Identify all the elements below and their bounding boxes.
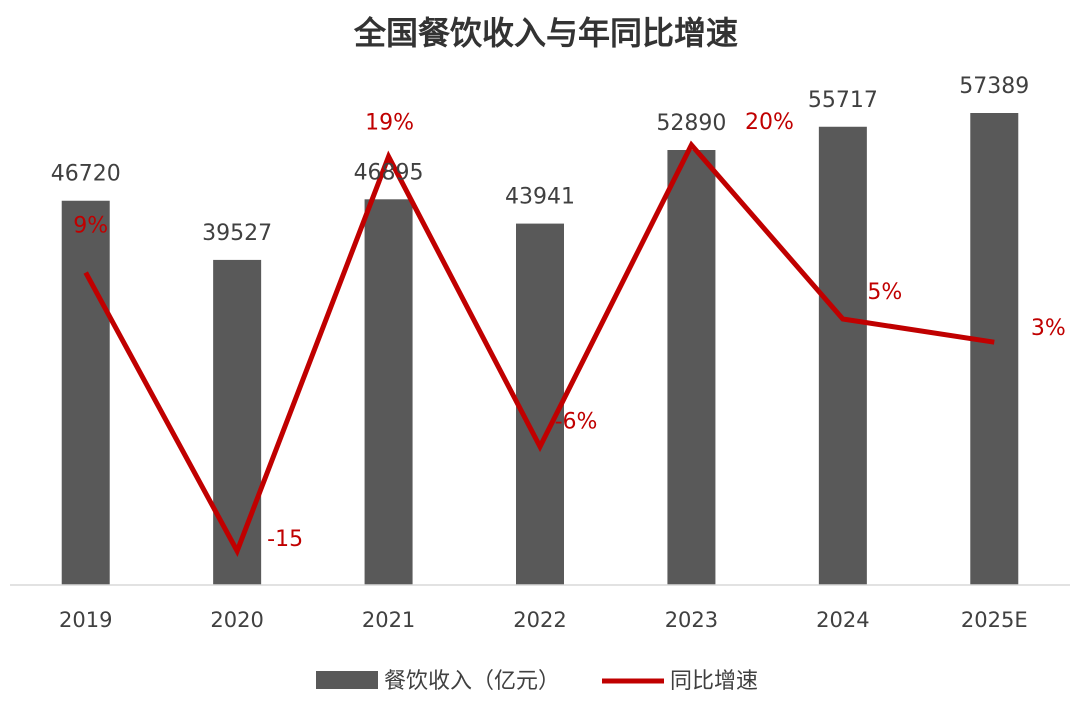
bar-2024 — [818, 126, 867, 585]
bar-value-label-2021: 46895 — [354, 160, 424, 185]
growth-value-label-2025E: 3% — [1031, 316, 1066, 341]
growth-value-label-2024: 5% — [867, 280, 902, 305]
bar-2022 — [516, 223, 564, 585]
growth-line — [83, 140, 995, 557]
x-tick-2024: 2024 — [816, 608, 869, 632]
bar-2021 — [364, 199, 413, 586]
growth-value-label-2020: -15 — [267, 527, 303, 552]
legend-line-label: 同比增速 — [670, 669, 758, 694]
growth-value-label-2023: 20% — [745, 110, 794, 135]
bar-value-label-2019: 46720 — [51, 162, 121, 187]
x-tick-2021: 2021 — [362, 608, 415, 632]
bar-2023 — [667, 150, 716, 585]
x-tick-2025E: 2025E — [961, 608, 1028, 632]
bar-value-label-2022: 43941 — [505, 185, 575, 210]
growth-value-label-2019: 9% — [73, 214, 108, 239]
labels-layer: 46720 39527 46895 43941 52890 55717 57389 9% -15… — [51, 74, 1066, 552]
legend-bar-swatch — [316, 671, 378, 689]
x-tick-2020: 2020 — [210, 608, 263, 632]
growth-value-label-2022: -6% — [555, 410, 598, 435]
bar-2020 — [213, 259, 262, 585]
growth-value-label-2021: 19% — [365, 111, 414, 136]
bar-value-label-2025E: 57389 — [959, 74, 1029, 99]
bars-layer — [61, 113, 1019, 586]
x-tick-2019: 2019 — [59, 608, 112, 632]
bar-value-label-2023: 52890 — [656, 111, 726, 136]
bar-value-label-2020: 39527 — [202, 221, 272, 246]
chart-title: 全国餐饮收入与年同比增速 — [353, 14, 738, 52]
x-tick-2023: 2023 — [665, 608, 718, 632]
legend: 餐饮收入（亿元） 同比增速 — [316, 669, 758, 694]
x-axis-labels: 2019 2020 2021 2022 2023 2024 2025E — [59, 608, 1028, 632]
x-tick-2022: 2022 — [513, 608, 566, 632]
growth-line-layer — [83, 140, 995, 557]
bar-value-label-2024: 55717 — [808, 88, 878, 113]
legend-bar-label: 餐饮收入（亿元） — [384, 669, 560, 694]
bar-2019 — [61, 200, 110, 585]
bar-2025E — [970, 113, 1019, 585]
